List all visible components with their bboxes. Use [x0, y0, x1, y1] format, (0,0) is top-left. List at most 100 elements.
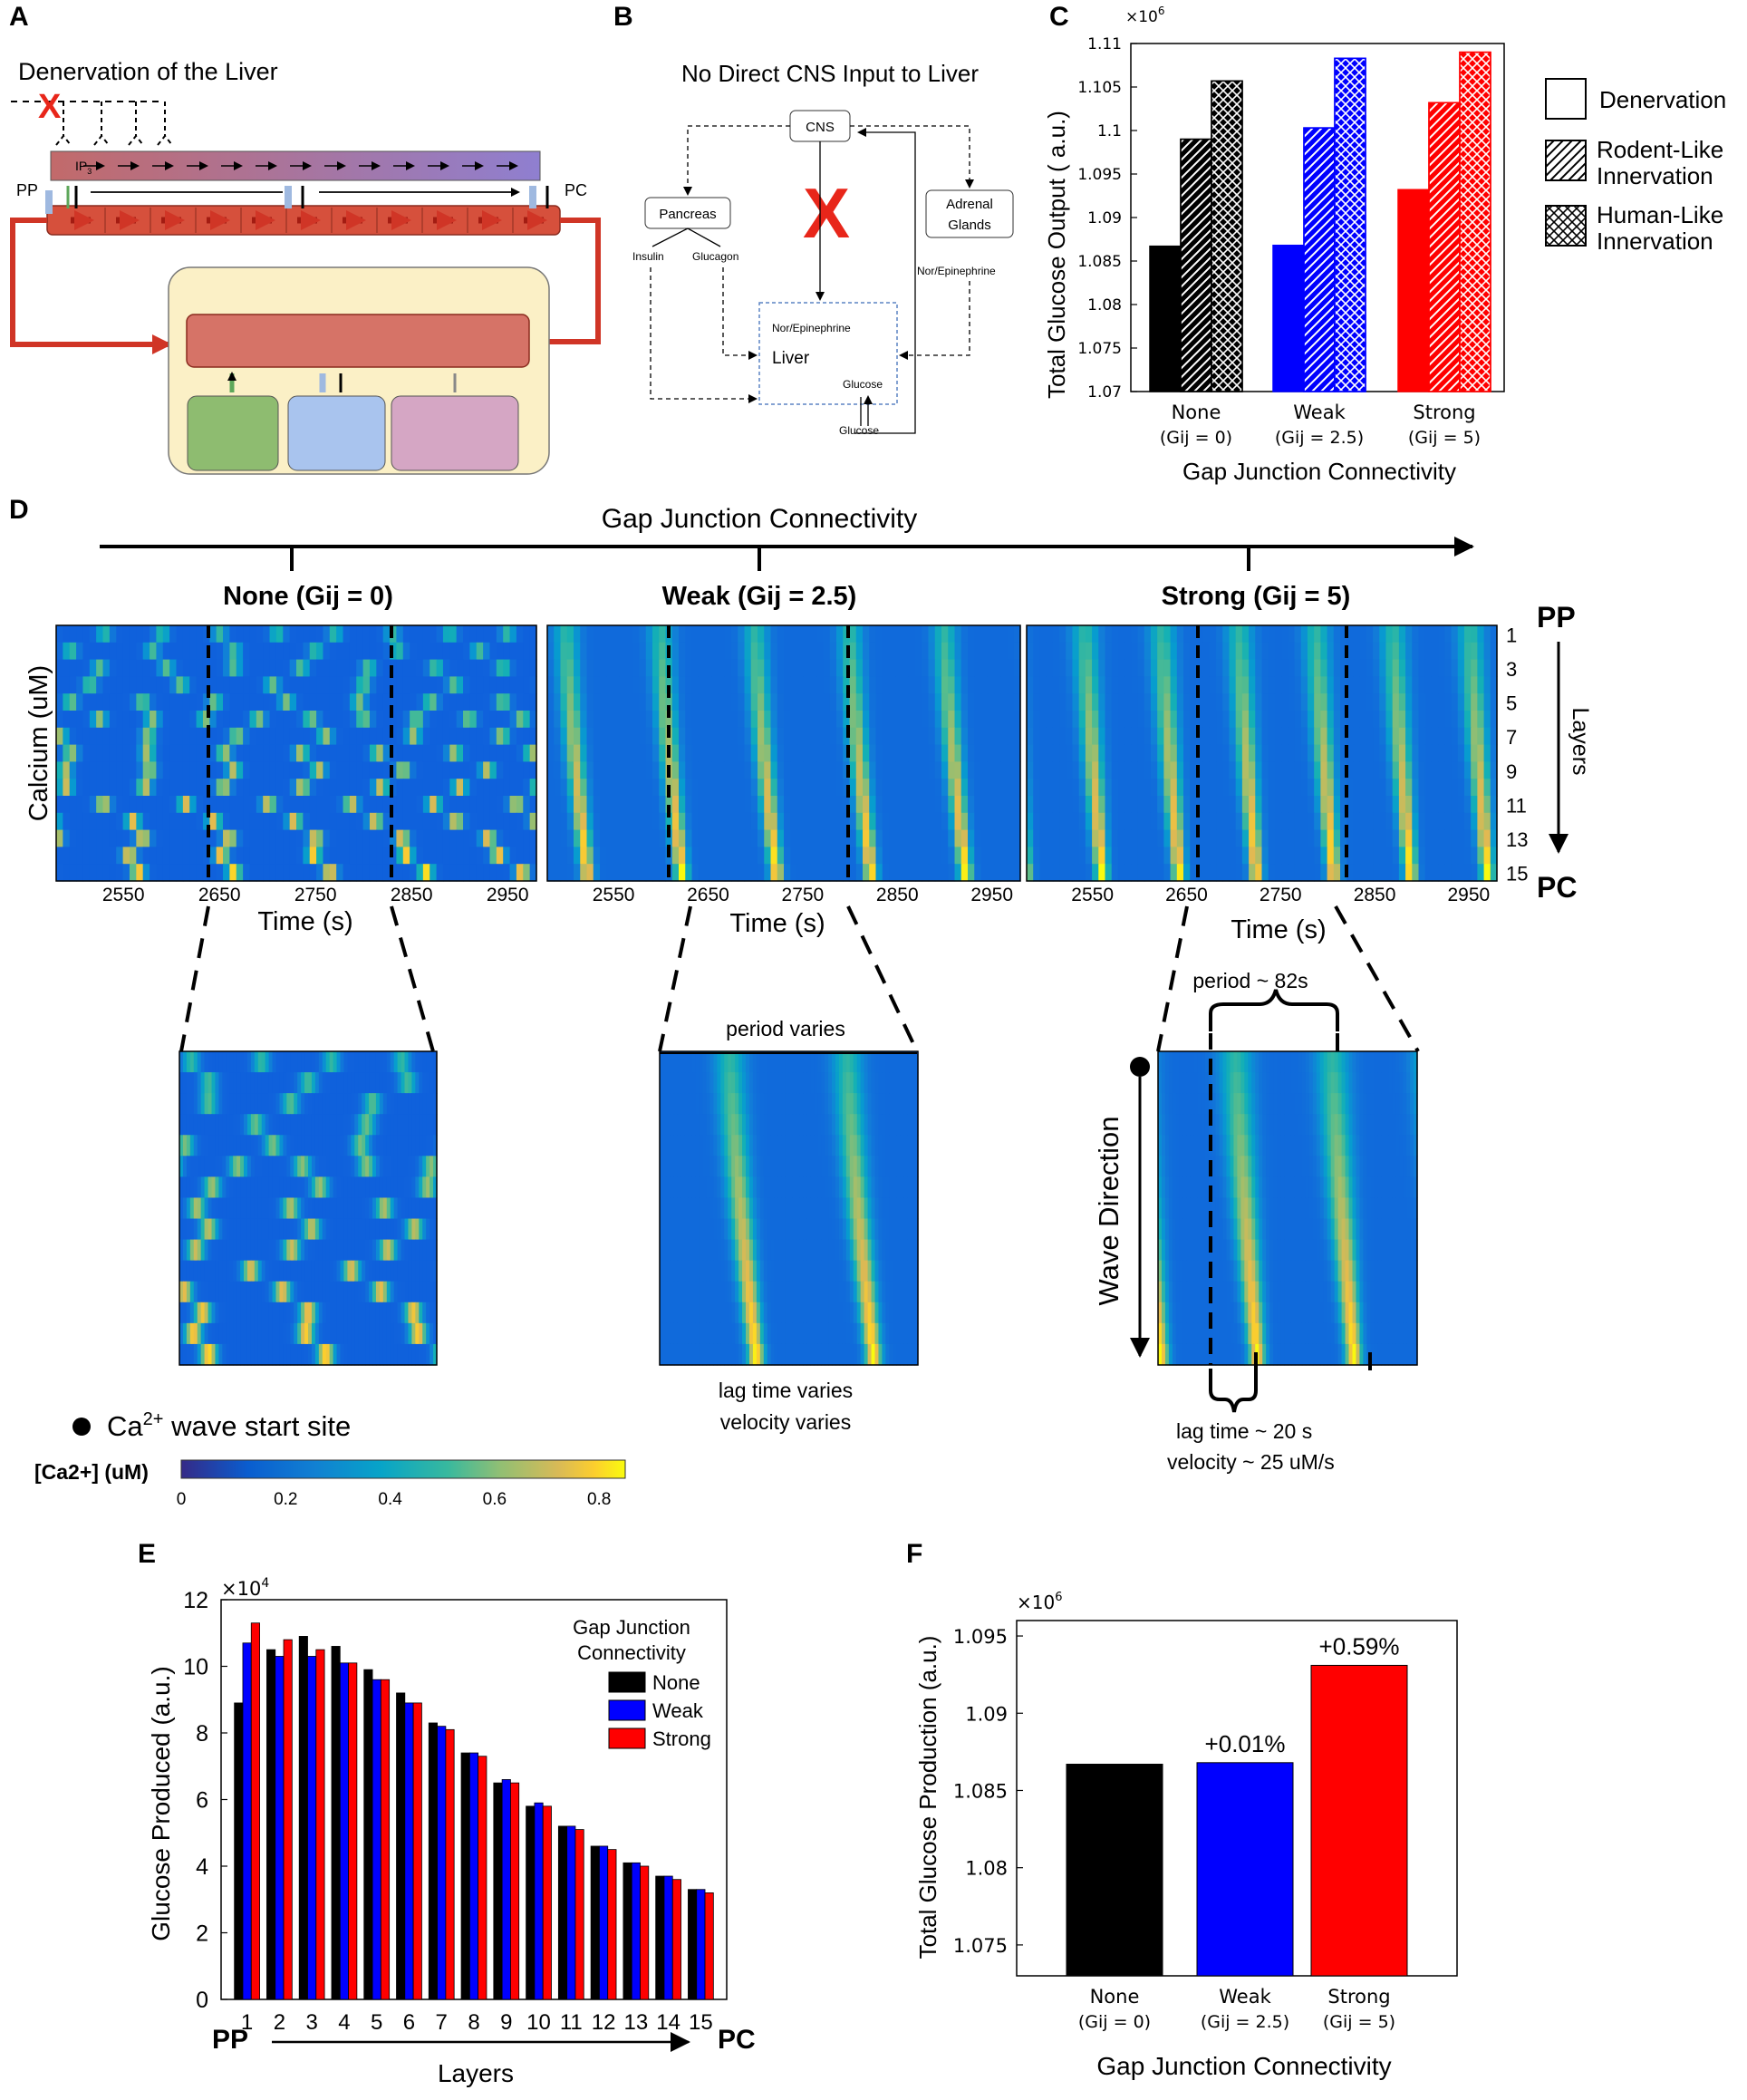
- panel-e-bar: [283, 1639, 293, 2000]
- panel-f-ytick: 1.09: [965, 1703, 1008, 1725]
- panel-f-xtick: Strong: [1327, 1986, 1390, 2008]
- legend-swatch-rodent: [1545, 140, 1587, 181]
- panel-e-bar: [428, 1722, 438, 2000]
- panel-f-xtick: Weak: [1219, 1986, 1271, 2008]
- heatmap-xtick: 2650: [1165, 885, 1208, 905]
- panel-e-xtick: 3: [305, 2010, 317, 2035]
- panel-e-bar: [412, 1702, 422, 2000]
- panel-f-annotation: +0.01%: [1205, 1730, 1286, 1757]
- layer-tick: 15: [1506, 863, 1528, 885]
- panel-c-bar: [1459, 51, 1491, 392]
- nerve-endings: [55, 102, 173, 146]
- panel-e-bar: [526, 1805, 536, 2000]
- heatmap-xlabel-none: Time (s): [257, 907, 352, 936]
- panel-e-ytick: 2: [196, 1921, 208, 1947]
- period-brace: [1209, 989, 1339, 1031]
- panel-e-bar: [671, 1879, 681, 2000]
- panel-a-title: Denervation of the Liver: [18, 58, 278, 85]
- layer-tick: 9: [1506, 760, 1517, 783]
- panel-label-d: D: [9, 495, 29, 525]
- colorbar-tick: 0.4: [378, 1490, 402, 1509]
- panel-c-bar: [1303, 127, 1336, 392]
- panel-f-xlabel: Gap Junction Connectivity: [1096, 2052, 1391, 2080]
- heatmap-xtick: 2850: [1354, 885, 1396, 905]
- panel-c-legend: Denervation Rodent-Like Innervation Huma…: [1545, 78, 1726, 255]
- panel-b: No Direct CNS Input to Liver CNS Pancrea…: [632, 60, 1014, 437]
- heatmap-xtick: 2550: [593, 885, 635, 905]
- panel-c-ytick: 1.11: [1087, 35, 1122, 53]
- panel-label-f: F: [906, 1539, 922, 1569]
- panel-e-multiplier: ×104: [221, 1576, 269, 1600]
- heatmap-xtick: 2950: [970, 885, 1013, 905]
- panel-c-bar-outline: [1211, 80, 1243, 392]
- zoom-heatmap-weak: [659, 1050, 919, 1366]
- panel-e-bar: [396, 1692, 406, 2000]
- panel-f: ×106 1.075 1.08 1.085 1.09 1.095 None (Gij = 0…: [914, 1591, 1458, 2080]
- heatmap-xtick: 2750: [1260, 885, 1302, 905]
- panel-e-bar: [655, 1875, 665, 2000]
- panel-e-ylabel: Glucose Produced (a.u.): [147, 1666, 175, 1941]
- panel-e-bar: [460, 1752, 470, 2000]
- zoom-strong-bottom-2: velocity ~ 25 uM/s: [1167, 1450, 1335, 1474]
- panel-e-xtick: 4: [338, 2010, 350, 2035]
- panel-c-xlabel: Gap Junction Connectivity: [1182, 458, 1456, 485]
- panel-c-bar: [1211, 80, 1243, 392]
- panel-e-bar: [275, 1656, 285, 2000]
- panel-f-xtick-sub: (Gij = 5): [1323, 2012, 1395, 2032]
- panel-f-multiplier: ×106: [1017, 1591, 1063, 1613]
- heatmap-xtick: 2650: [198, 885, 241, 905]
- heatmap-xlabel-weak: Time (s): [729, 909, 825, 938]
- panel-e-legend-label: Weak: [652, 1699, 704, 1722]
- panel-e-pc: PC: [718, 2025, 756, 2055]
- panel-e-bar: [640, 1865, 650, 2000]
- panel-d: Gap Junction Connectivity None (Gij = 0)…: [24, 504, 1593, 1509]
- lag-brace: [1209, 1369, 1258, 1413]
- panel-e-bar: [557, 1825, 568, 2000]
- heatmap-xtick: 2750: [782, 885, 825, 905]
- panel-e-bar: [623, 1862, 632, 2000]
- panel-e-xtick: 2: [274, 2010, 285, 2035]
- panel-e-bar: [663, 1875, 673, 2000]
- panel-e-bar: [266, 1649, 276, 2000]
- panel-f-xtick-sub: (Gij = 0): [1078, 2012, 1151, 2032]
- panel-e-bar: [234, 1702, 244, 2000]
- panel-e-legend-swatch: [608, 1727, 646, 1749]
- legend-swatch-denervation: [1545, 78, 1587, 120]
- denervation-cross: X: [38, 88, 62, 126]
- panel-c-bar: [1272, 244, 1305, 392]
- panel-e-bar: [566, 1825, 576, 2000]
- glucagon-label: Glucagon: [692, 250, 738, 263]
- zoom-weak-bottom-2: velocity varies: [720, 1410, 851, 1434]
- panel-f-annotation: +0.59%: [1319, 1632, 1400, 1660]
- zoom-strong-top: period ~ 82s: [1192, 969, 1308, 992]
- pc-label-a: PC: [565, 181, 587, 199]
- panel-c-group-name: Strong: [1413, 402, 1475, 423]
- panel-e-xtick: 15: [689, 2010, 713, 2035]
- panel-e-legend-label: None: [652, 1671, 700, 1694]
- heatmap-title-strong: Strong (Gij = 5): [1162, 582, 1351, 611]
- colorbar: [180, 1459, 626, 1479]
- panel-e-ytick: 12: [183, 1588, 208, 1613]
- panel-e-legend-swatch: [608, 1671, 646, 1693]
- wave-start-dot: [1130, 1057, 1150, 1077]
- legend-human-2: Innervation: [1597, 227, 1713, 255]
- panel-e-xtick: 11: [560, 2010, 583, 2035]
- panel-e-ytick: 4: [196, 1854, 208, 1880]
- panel-e-bar: [242, 1642, 252, 2000]
- panel-e-bar: [631, 1862, 641, 2000]
- panel-e-bar: [478, 1756, 487, 2000]
- panel-c-bars: [1149, 51, 1491, 392]
- panel-f-ytick: 1.08: [965, 1858, 1008, 1880]
- panel-e-bar: [534, 1802, 544, 2000]
- heatmap-xtick: 2850: [876, 885, 919, 905]
- liver-label: Liver: [772, 349, 810, 368]
- panel-e-bar: [339, 1662, 349, 2000]
- panel-f-ylabel: Total Glucose Production (a.u.): [914, 1636, 941, 1960]
- panel-e-bar: [542, 1805, 552, 2000]
- zoom-heatmap-strong: [1157, 1050, 1418, 1366]
- panel-c-multiplier: ×106: [1125, 5, 1165, 26]
- compartment-pink: [391, 395, 519, 471]
- panel-e-bar: [315, 1649, 325, 2000]
